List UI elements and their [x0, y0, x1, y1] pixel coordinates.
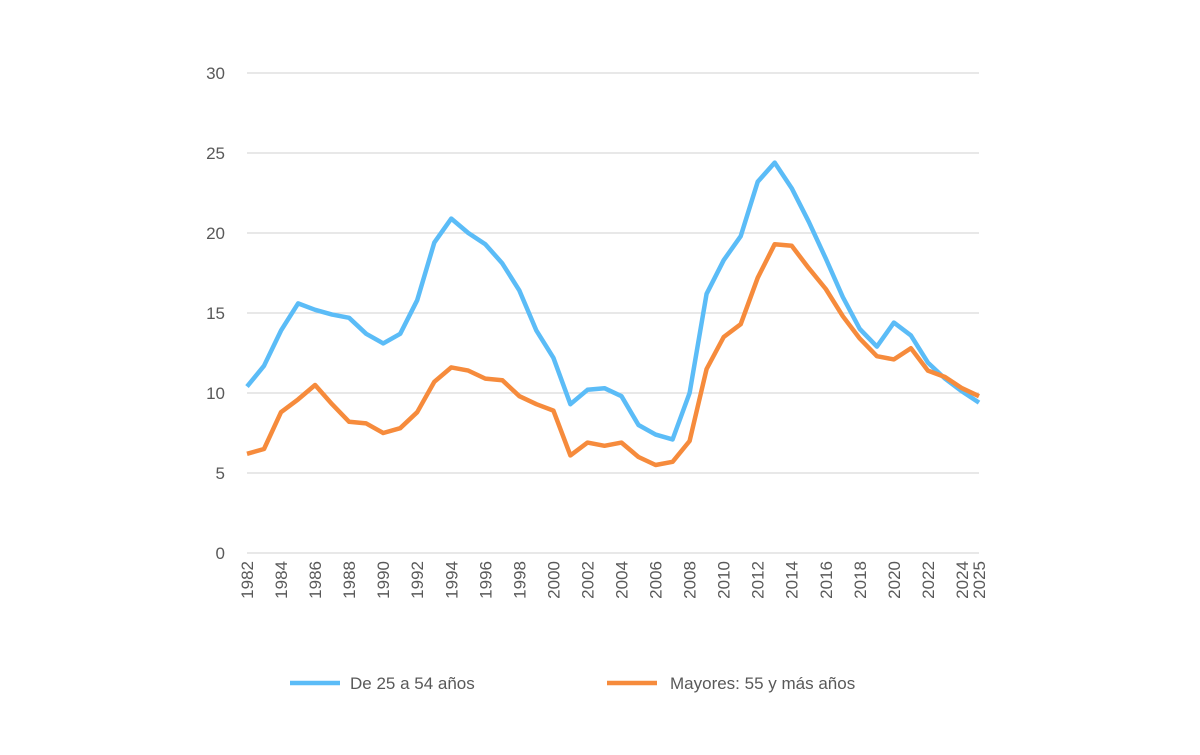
x-tick-label: 1988 — [340, 561, 359, 599]
y-tick-label: 20 — [206, 224, 225, 243]
x-tick-label: 2018 — [851, 561, 870, 599]
x-tick-label: 2006 — [647, 561, 666, 599]
legend: De 25 a 54 años Mayores: 55 y más años — [290, 674, 855, 693]
gridlines — [247, 72, 979, 554]
x-tick-label: 1984 — [272, 561, 291, 599]
x-tick-label: 1994 — [442, 561, 461, 599]
x-tick-label: 1998 — [510, 561, 529, 599]
x-tick-label: 2004 — [613, 561, 632, 599]
x-tick-label: 2025 — [970, 561, 989, 599]
x-tick-label: 2024 — [953, 561, 972, 599]
y-tick-label: 10 — [206, 384, 225, 403]
legend-label: De 25 a 54 años — [350, 674, 475, 693]
x-tick-label: 2012 — [749, 561, 768, 599]
x-tick-label: 2022 — [919, 561, 938, 599]
x-tick-label: 2002 — [578, 561, 597, 599]
series-lines — [245, 160, 981, 468]
y-tick-label: 5 — [216, 464, 225, 483]
x-tick-label: 1996 — [476, 561, 495, 599]
series-line-0 — [245, 160, 981, 442]
series-line-1 — [246, 241, 980, 468]
x-tick-label: 2016 — [817, 561, 836, 599]
y-tick-label: 0 — [216, 544, 225, 563]
y-axis-ticks: 0 5 10 15 20 25 30 — [206, 64, 225, 563]
x-tick-label: 1990 — [374, 561, 393, 599]
x-tick-label: 2000 — [544, 561, 563, 599]
x-tick-label: 2010 — [715, 561, 734, 599]
x-tick-label: 2020 — [885, 561, 904, 599]
x-axis-ticks: 1982 1984 1986 1988 1990 1992 1994 1996 1998 2000… — [238, 561, 989, 599]
x-tick-label: 2008 — [681, 561, 700, 599]
y-tick-label: 15 — [206, 304, 225, 323]
x-tick-label: 1982 — [238, 561, 257, 599]
y-tick-label: 30 — [206, 64, 225, 83]
x-tick-label: 2014 — [783, 561, 802, 599]
x-tick-label: 1986 — [306, 561, 325, 599]
legend-label: Mayores: 55 y más años — [670, 674, 855, 693]
legend-item: De 25 a 54 años — [290, 674, 475, 693]
legend-item: Mayores: 55 y más años — [607, 674, 855, 693]
y-tick-label: 25 — [206, 144, 225, 163]
x-tick-label: 1992 — [408, 561, 427, 599]
